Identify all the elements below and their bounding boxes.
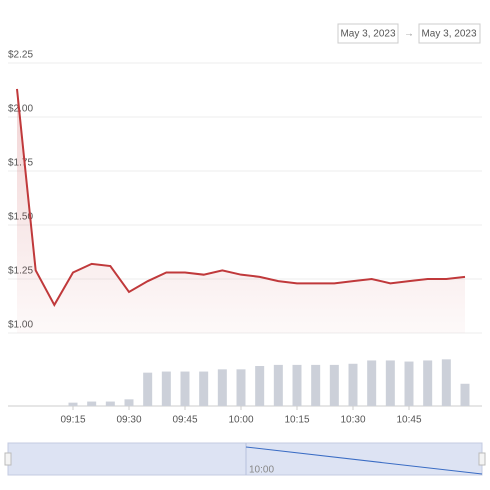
x-tick-label: 10:15	[284, 415, 309, 426]
volume-bar	[311, 364, 321, 406]
range-from-input[interactable]	[337, 23, 399, 44]
volume-bar	[329, 364, 339, 406]
range-from: May 3, 2023	[340, 29, 395, 40]
volume-bar	[161, 371, 171, 406]
navigator-line	[245, 446, 483, 475]
volume-bar	[217, 369, 227, 406]
volume-bar	[236, 369, 246, 406]
range-arrow: →	[404, 29, 414, 40]
x-tick-label: 09:15	[60, 415, 85, 426]
navigator[interactable]	[7, 442, 483, 476]
volume-bar	[441, 359, 451, 406]
plot: $1.00$1.25$1.50$1.75$2.00$2.2509:1509:30…	[8, 50, 482, 426]
price-area	[17, 88, 465, 333]
volume-bar	[124, 399, 134, 406]
volume-bar	[87, 401, 97, 406]
volume-bar	[143, 372, 153, 406]
volume-bar	[404, 361, 414, 406]
x-tick-label: 10:45	[396, 415, 421, 426]
y-tick-label: $2.25	[8, 50, 33, 61]
volume-bar	[255, 366, 265, 406]
volume-bar	[105, 401, 115, 406]
volume-bar	[385, 360, 395, 406]
volume-bar	[273, 364, 283, 406]
volume-bar	[292, 364, 302, 406]
volume-bar	[367, 360, 377, 406]
range-to-input[interactable]	[418, 23, 481, 44]
x-tick-label: 09:45	[172, 415, 197, 426]
volume-bar	[180, 371, 190, 406]
range-to: May 3, 2023	[421, 29, 476, 40]
navigator-label: 10:00	[249, 465, 274, 476]
navigator-handle[interactable]	[4, 452, 12, 466]
x-tick-label: 10:00	[228, 415, 253, 426]
volume-bar	[460, 383, 470, 406]
volume-bar	[199, 371, 209, 406]
volume-bar	[423, 360, 433, 406]
x-tick-label: 09:30	[116, 415, 141, 426]
volume-bar	[68, 402, 78, 406]
price-line	[16, 88, 466, 307]
navigator-handle[interactable]	[478, 452, 486, 466]
volume-bar	[348, 363, 358, 406]
y-tick-label: $2.00	[8, 104, 33, 115]
x-tick-label: 10:30	[340, 415, 365, 426]
